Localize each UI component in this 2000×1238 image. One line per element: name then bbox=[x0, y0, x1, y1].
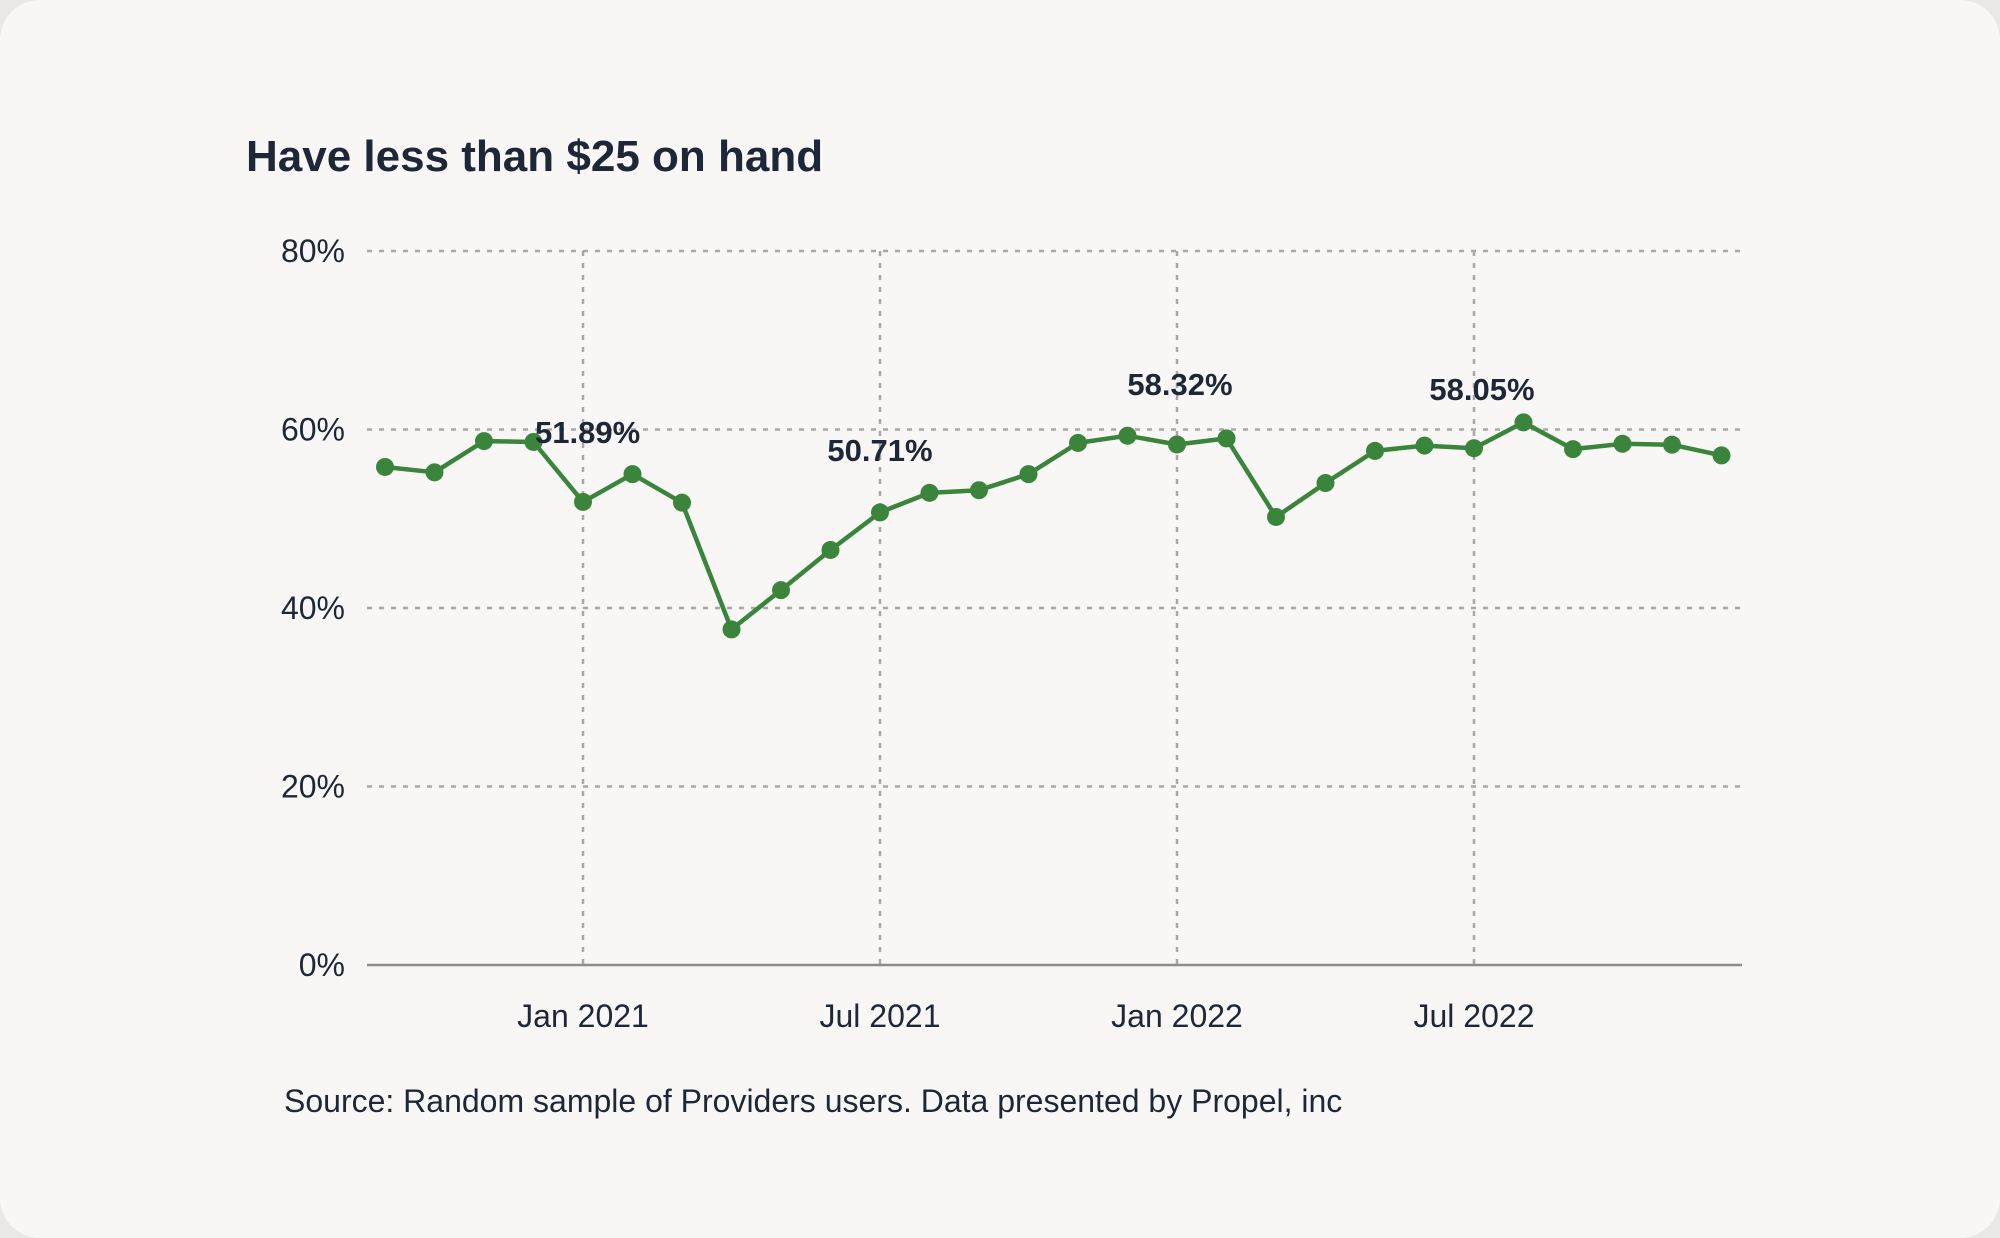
data-point bbox=[722, 620, 741, 639]
data-point bbox=[1168, 435, 1186, 454]
data-point bbox=[871, 503, 889, 522]
axes: 0% 20% 40% 60% 80% Jan 2021 Jul 2021 Jan 2022 Ju… bbox=[281, 233, 1742, 1034]
data-labels: 51.89% 50.71% 58.32% 58.05% bbox=[535, 367, 1535, 468]
data-point bbox=[1267, 507, 1285, 526]
data-point bbox=[1366, 441, 1384, 460]
data-point bbox=[821, 540, 840, 559]
data-point bbox=[574, 492, 592, 511]
data-point bbox=[1514, 413, 1533, 432]
data-point bbox=[1564, 440, 1582, 459]
chart-title: Have less than $25 on hand bbox=[246, 132, 824, 181]
data-point bbox=[970, 481, 988, 500]
data-point bbox=[1663, 435, 1681, 454]
data-label: 51.89% bbox=[535, 415, 640, 450]
y-tick-label: 0% bbox=[299, 947, 345, 983]
series-line-layer bbox=[382, 420, 1724, 632]
data-point bbox=[623, 465, 642, 484]
data-point bbox=[1316, 474, 1335, 493]
grid-lines bbox=[367, 249, 1742, 965]
data-point bbox=[1217, 429, 1236, 448]
data-label: 58.32% bbox=[1127, 367, 1232, 402]
data-point bbox=[1465, 439, 1483, 458]
data-point bbox=[1069, 433, 1087, 452]
x-tick-label: Jan 2021 bbox=[517, 998, 649, 1034]
x-tick-label: Jan 2022 bbox=[1111, 998, 1243, 1034]
data-point bbox=[376, 457, 394, 476]
data-point bbox=[1613, 434, 1632, 453]
data-point bbox=[1712, 446, 1731, 465]
x-tick-label: Jul 2021 bbox=[820, 998, 941, 1034]
source-note: Source: Random sample of Providers users… bbox=[284, 1083, 1343, 1119]
y-tick-label: 20% bbox=[281, 769, 345, 805]
data-point bbox=[425, 463, 444, 482]
y-tick-label: 80% bbox=[281, 233, 345, 269]
data-point bbox=[673, 493, 691, 512]
data-point bbox=[1415, 436, 1434, 455]
x-tick-label: Jul 2022 bbox=[1414, 998, 1535, 1034]
data-point bbox=[920, 483, 939, 502]
data-points bbox=[376, 413, 1731, 639]
data-label: 50.71% bbox=[827, 433, 932, 468]
data-label: 58.05% bbox=[1429, 372, 1534, 407]
data-point bbox=[524, 432, 543, 451]
data-point bbox=[1019, 465, 1038, 484]
y-tick-label: 60% bbox=[281, 412, 345, 448]
data-point bbox=[1118, 426, 1137, 445]
data-point bbox=[475, 432, 493, 451]
data-point bbox=[772, 581, 790, 600]
series-line bbox=[382, 420, 1724, 632]
y-tick-label: 40% bbox=[281, 590, 345, 626]
